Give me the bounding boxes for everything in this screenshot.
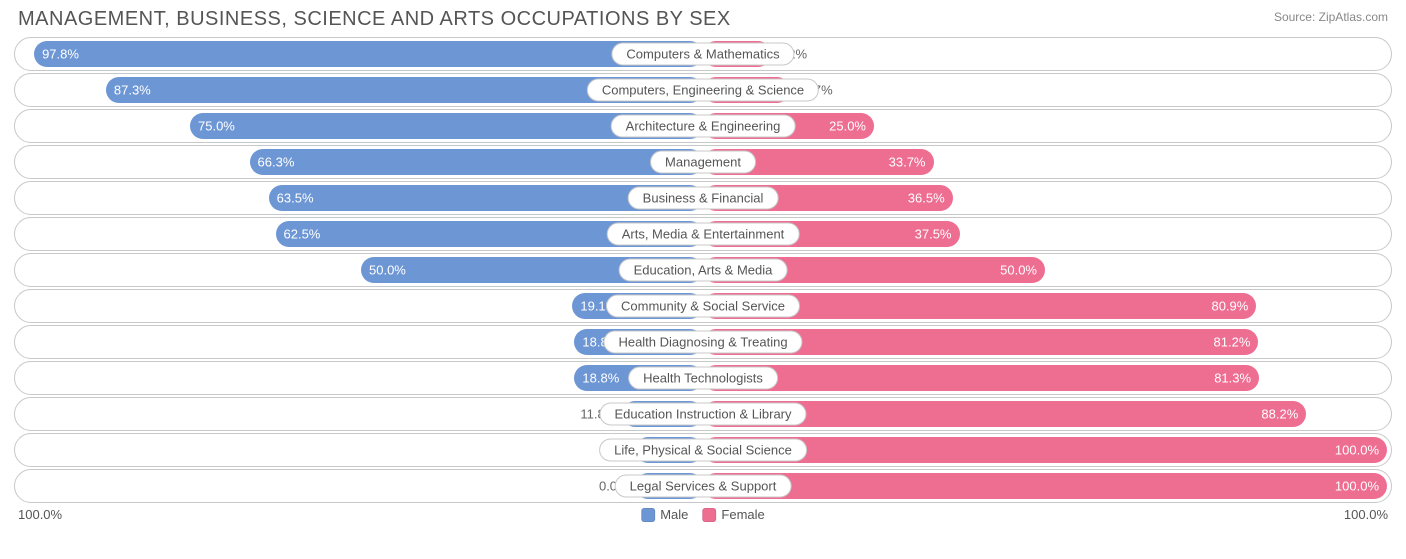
category-label: Management (650, 151, 756, 174)
category-label: Computers & Mathematics (611, 43, 794, 66)
legend-item-male: Male (641, 507, 688, 522)
legend: Male Female (641, 507, 765, 522)
axis-left-label: 100.0% (18, 507, 62, 522)
header: MANAGEMENT, BUSINESS, SCIENCE AND ARTS O… (14, 8, 1392, 31)
chart-row: 75.0% 25.0% Architecture & Engineering (14, 109, 1392, 143)
chart-row: 66.3% 33.7% Management (14, 145, 1392, 179)
category-label: Business & Financial (628, 187, 779, 210)
legend-label-female: Female (721, 507, 764, 522)
value-female: 50.0% (1000, 263, 1037, 278)
legend-label-male: Male (660, 507, 688, 522)
value-female: 81.3% (1214, 371, 1251, 386)
value-male: 97.8% (42, 47, 79, 62)
chart-row: 97.8%2.2%Computers & Mathematics (14, 37, 1392, 71)
value-female: 25.0% (829, 119, 866, 134)
category-label: Education, Arts & Media (619, 259, 788, 282)
value-female: 81.2% (1214, 335, 1251, 350)
category-label: Life, Physical & Social Science (599, 439, 807, 462)
chart-row: 18.8%81.2%Health Diagnosing & Treating (14, 325, 1392, 359)
bar-female: 100.0% (703, 473, 1387, 499)
chart-row: 0.0%100.0%Legal Services & Support (14, 469, 1392, 503)
chart-row: 50.0% 50.0% Education, Arts & Media (14, 253, 1392, 287)
legend-item-female: Female (702, 507, 764, 522)
category-label: Education Instruction & Library (599, 403, 806, 426)
chart-row: 11.8%88.2%Education Instruction & Librar… (14, 397, 1392, 431)
value-female: 100.0% (1335, 479, 1379, 494)
bar-female: 81.3% (703, 365, 1259, 391)
bar-male: 66.3% (250, 149, 703, 175)
category-label: Arts, Media & Entertainment (607, 223, 800, 246)
value-female: 80.9% (1211, 299, 1248, 314)
bar-male: 97.8% (34, 41, 703, 67)
value-male: 87.3% (114, 83, 151, 98)
source-attribution: Source: ZipAtlas.com (1274, 8, 1388, 24)
value-female: 37.5% (915, 227, 952, 242)
value-male: 66.3% (258, 155, 295, 170)
category-label: Community & Social Service (606, 295, 800, 318)
value-female: 88.2% (1261, 407, 1298, 422)
value-male: 63.5% (277, 191, 314, 206)
chart-row: 63.5% 36.5% Business & Financial (14, 181, 1392, 215)
value-male: 18.8% (582, 371, 619, 386)
category-label: Architecture & Engineering (611, 115, 796, 138)
source-name: ZipAtlas.com (1319, 10, 1388, 24)
category-label: Health Technologists (628, 367, 778, 390)
chart-title: MANAGEMENT, BUSINESS, SCIENCE AND ARTS O… (18, 8, 731, 31)
category-label: Computers, Engineering & Science (587, 79, 819, 102)
value-male: 75.0% (198, 119, 235, 134)
source-label: Source: (1274, 10, 1315, 24)
axis-legend-row: 100.0% Male Female 100.0% (14, 507, 1392, 527)
chart-row: 19.1%80.9%Community & Social Service (14, 289, 1392, 323)
value-male: 50.0% (369, 263, 406, 278)
category-label: Legal Services & Support (615, 475, 792, 498)
chart-row: 18.8% 81.3% Health Technologists (14, 361, 1392, 395)
value-male: 62.5% (284, 227, 321, 242)
chart-container: MANAGEMENT, BUSINESS, SCIENCE AND ARTS O… (0, 0, 1406, 559)
swatch-male (641, 508, 655, 522)
axis-right-label: 100.0% (1344, 507, 1388, 522)
value-female: 33.7% (889, 155, 926, 170)
chart-area: 97.8%2.2%Computers & Mathematics87.3%12.… (14, 37, 1392, 503)
swatch-female (702, 508, 716, 522)
chart-row: 62.5% 37.5% Arts, Media & Entertainment (14, 217, 1392, 251)
value-female: 100.0% (1335, 443, 1379, 458)
value-female: 36.5% (908, 191, 945, 206)
category-label: Health Diagnosing & Treating (603, 331, 802, 354)
chart-row: 87.3%12.7%Computers, Engineering & Scien… (14, 73, 1392, 107)
chart-row: 0.0%100.0%Life, Physical & Social Scienc… (14, 433, 1392, 467)
